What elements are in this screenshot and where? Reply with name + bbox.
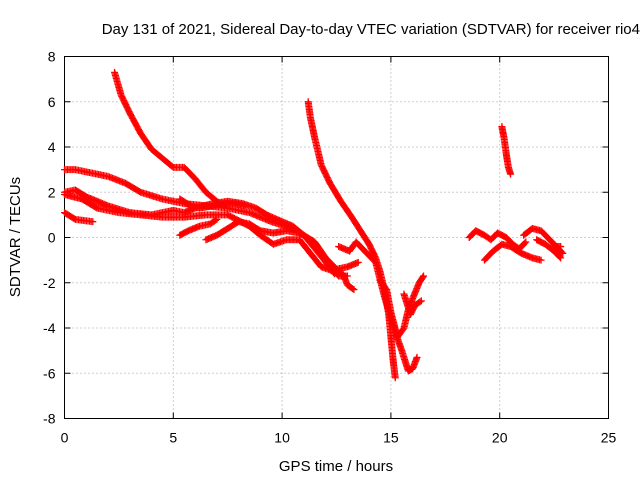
x-tick-label: 10 <box>274 430 290 446</box>
data-point <box>559 249 567 257</box>
y-tick-label: -8 <box>43 411 56 427</box>
y-tick-label: 6 <box>48 94 56 110</box>
x-tick-label: 5 <box>169 430 177 446</box>
data-points <box>61 68 567 382</box>
series-arc-14 <box>480 240 545 264</box>
data-point <box>413 353 421 361</box>
data-point <box>354 258 362 266</box>
grid-lines <box>64 56 609 419</box>
series-arc-8 <box>202 218 338 278</box>
data-point <box>89 218 97 226</box>
series-arc-17 <box>533 236 565 262</box>
y-tick-label: 8 <box>48 49 56 65</box>
data-point <box>329 268 337 276</box>
series-arc-4 <box>61 209 97 226</box>
data-point <box>522 238 530 246</box>
series-arc-5 <box>111 68 227 210</box>
data-point <box>213 215 221 223</box>
series-arc-15 <box>498 123 515 178</box>
series-arc-7 <box>176 215 221 239</box>
data-point <box>521 239 529 247</box>
y-tick-label: 4 <box>48 139 56 155</box>
data-point <box>537 256 545 264</box>
chart-title: Day 131 of 2021, Sidereal Day-to-day VTE… <box>102 21 640 38</box>
data-point <box>350 286 358 294</box>
data-point <box>419 273 427 281</box>
series-arc-9 <box>304 98 399 382</box>
y-tick-label: -6 <box>43 365 56 381</box>
series-arc-12 <box>400 290 425 318</box>
data-point <box>417 297 425 305</box>
data-point <box>556 253 564 261</box>
data-point <box>507 170 515 178</box>
data-point <box>349 285 357 293</box>
x-tick-label: 0 <box>61 430 69 446</box>
y-tick-label: -4 <box>43 320 56 336</box>
y-tick-label: 2 <box>48 184 56 200</box>
data-point <box>241 202 249 210</box>
series-arc-2 <box>61 186 351 280</box>
series-arc-18 <box>548 243 565 251</box>
x-tick-label: 25 <box>601 430 617 446</box>
data-point <box>558 248 566 256</box>
data-point <box>391 374 399 382</box>
data-point <box>557 254 565 262</box>
data-point <box>557 243 565 251</box>
data-point <box>420 272 428 280</box>
data-point <box>330 270 338 278</box>
data-point <box>416 298 424 306</box>
x-tick-label: 15 <box>383 430 399 446</box>
y-tick-label: -2 <box>43 275 56 291</box>
x-tick-label: 20 <box>492 430 508 446</box>
data-point <box>212 216 220 224</box>
x-axis-label: GPS time / hours <box>279 458 393 475</box>
y-tick-label: 0 <box>48 230 56 246</box>
y-axis-label: SDTVAR / TECUs <box>7 177 24 297</box>
axis-ticks: 0 5 10 15 20 25 -8 -6 -4 -2 0 2 4 6 8 <box>43 49 616 446</box>
series-arc-13 <box>465 227 530 253</box>
series-arc-6 <box>176 195 249 212</box>
